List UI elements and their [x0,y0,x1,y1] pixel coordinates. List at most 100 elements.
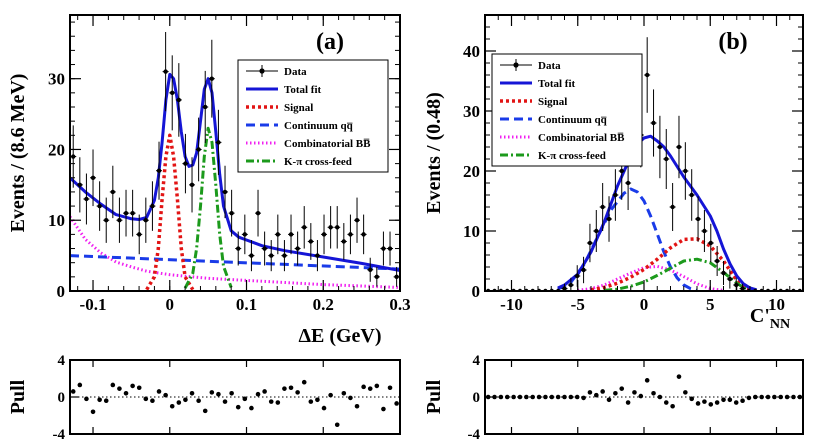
pull-point [663,400,669,405]
legend-label: Data [284,66,307,78]
pull-point [702,399,707,404]
data-point [149,181,156,231]
x-axis-label-b: C'NN [750,305,790,332]
data-point [175,63,182,137]
pull-point [504,394,510,400]
pull-point [791,394,796,400]
pull-point [594,392,599,398]
data-point [644,37,651,113]
curve-total-fit [557,134,757,291]
pull-point [600,389,605,394]
pull-point [562,394,567,400]
pull-point [683,390,688,395]
pull-point [689,396,694,402]
pull-point [530,394,535,400]
axis-ticks-b: -10 -5 0 5 10 0 10 20 30 40 [463,14,804,314]
pull-point [196,398,201,404]
legend-label: Data [538,60,561,72]
pull-point [587,390,593,395]
pull-point [632,390,637,395]
legend-label: Signal [538,96,567,108]
curve-k-cross-feed [183,126,233,289]
data-point [682,142,689,200]
data-point [274,214,281,255]
data-point [733,277,740,291]
pull-point [606,397,612,403]
pull-frame-a [69,359,401,435]
data-point [208,39,215,118]
legend-entry: Combinatorial BB̅ [246,138,371,150]
pull-point [90,409,96,415]
pull-label-a: Pull [7,379,29,414]
pull-point [334,422,340,428]
pull-point [619,386,625,391]
data-point [189,157,196,213]
pull-tick-label: -4 [468,427,481,440]
legend-entry: K-π cross-feed [246,156,352,168]
x-axis-label-a: ΔE (GeV) [298,325,381,347]
pull-point [242,396,248,402]
data-point [248,240,255,272]
data-point [314,240,321,272]
pull-point [524,394,529,400]
legend-entry: Total fit [500,78,576,90]
x-tick-label: 10 [768,295,785,314]
data-point [380,231,387,266]
pull-point [797,394,803,400]
pull-point [381,406,386,412]
data-point [720,261,727,285]
pull-point [765,394,771,400]
pull-point [549,394,555,400]
data-point [580,256,587,284]
y-tick-label: 30 [48,70,65,89]
fit-curves-a [70,72,400,291]
data-point [663,129,670,189]
x-tick-label: 0.3 [389,295,410,314]
data-point [656,115,663,179]
data-point [321,214,328,255]
pull-point [222,399,228,404]
pull-point [746,395,752,401]
y-tick-label: 10 [463,222,480,241]
x-tick-label: -0.1 [80,295,107,314]
pull-point [568,394,574,400]
pull-point [543,394,548,400]
x-tick-label: 0.1 [236,295,257,314]
data-point [688,169,695,221]
data-point [334,206,341,249]
data-point [675,115,682,179]
pull-point [733,400,739,405]
pull-point [288,385,294,391]
data-point [255,189,262,237]
data-point [261,231,268,266]
y-tick-label: 20 [48,140,65,159]
data-point [586,223,593,263]
legend-label: Total fit [538,78,576,90]
pull-panel-a: 4 0 -4 [53,353,401,440]
data-point [142,197,149,243]
pull-panel-b: 4 0 -4 [468,353,803,440]
data-point [650,89,657,157]
legend-label: Continuum qq̅ [538,114,608,126]
pull-label-b: Pull [423,379,445,414]
data-point [109,165,116,219]
pull-point [613,391,618,396]
data-point [340,223,347,260]
data-point [96,181,103,231]
data-point [367,257,374,282]
legend-entry: Continuum qq̅ [246,120,354,132]
y-tick-label: 20 [463,162,480,181]
data-point [215,109,222,175]
curve-combinatorial-bb [577,264,724,291]
curve-k-cross-feed [604,257,751,291]
data-point [739,283,746,291]
pull-point [625,400,631,405]
pull-point [753,394,758,400]
data-points-b [485,37,803,291]
data-point [156,141,163,200]
pull-point [676,374,682,379]
data-point [235,231,242,266]
pull-point [183,397,188,403]
pull-point [708,402,714,407]
